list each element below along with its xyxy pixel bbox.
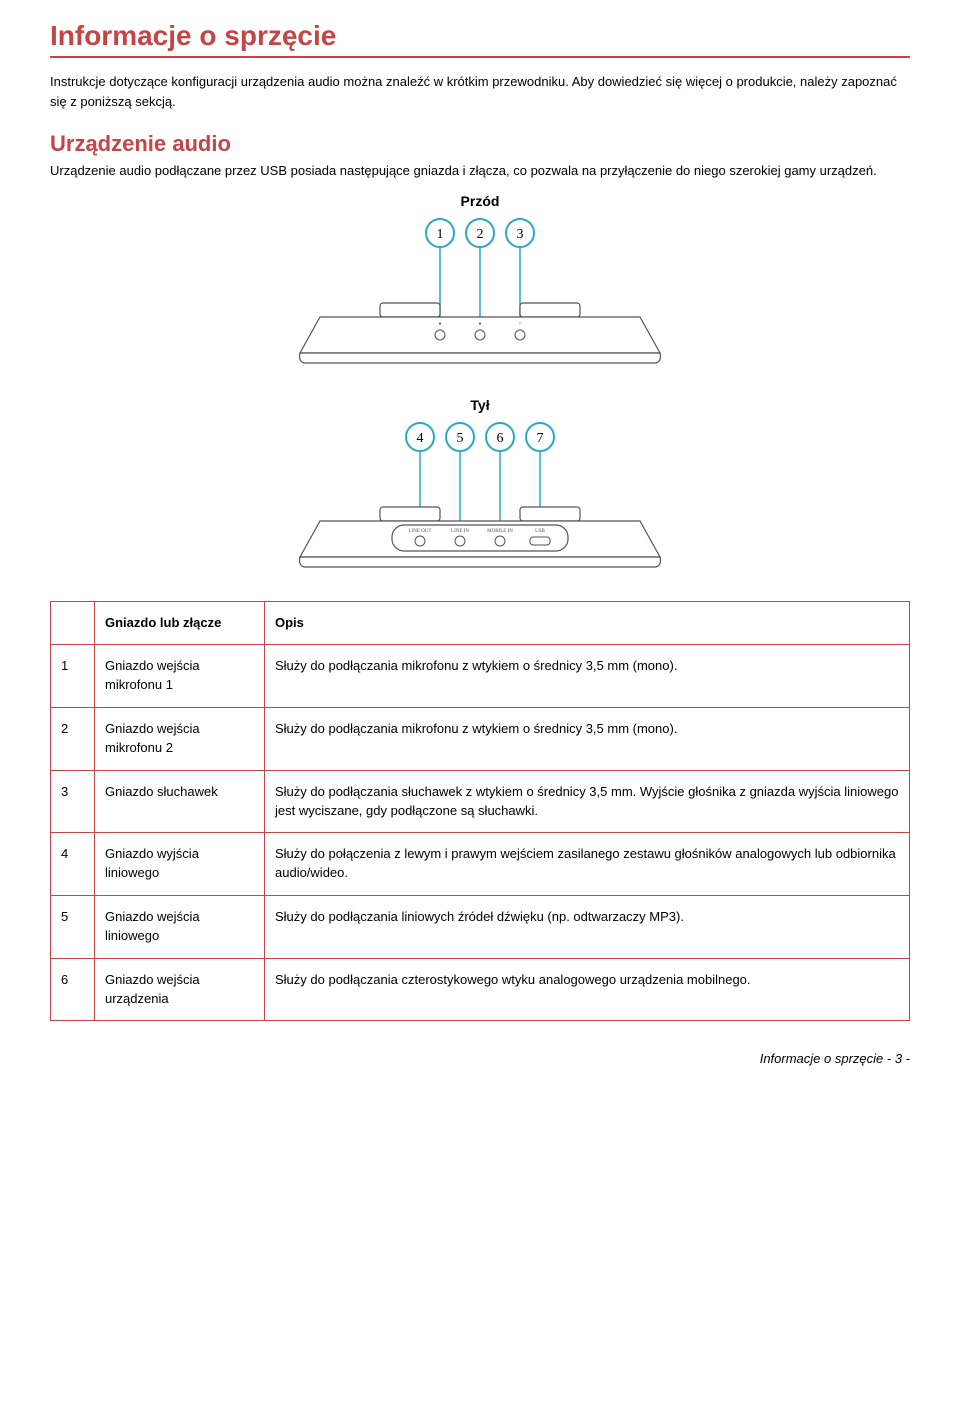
back-callout-4: 4 [417,431,424,446]
port-label-linein: LINE IN [451,529,469,534]
intro-paragraph: Instrukcje dotyczące konfiguracji urządz… [50,72,910,111]
table-row: 6 Gniazdo wejścia urządzenia Służy do po… [51,958,910,1021]
cell-name: Gniazdo słuchawek [95,770,265,833]
header-desc: Opis [265,601,910,645]
cell-name: Gniazdo wejścia liniowego [95,896,265,959]
table-header-row: Gniazdo lub złącze Opis [51,601,910,645]
cell-desc: Służy do podłączania słuchawek z wtykiem… [265,770,910,833]
cell-num: 4 [51,833,95,896]
svg-text:●: ● [478,321,481,327]
svg-text:∩: ∩ [518,321,522,327]
front-callout-2: 2 [477,227,484,242]
front-label: Przód [50,193,910,209]
cell-name: Gniazdo wejścia urządzenia [95,958,265,1021]
footer-pagenum: Informacje o sprzęcie - 3 - [50,1051,910,1066]
table-row: 1 Gniazdo wejścia mikrofonu 1 Służy do p… [51,645,910,708]
cell-num: 1 [51,645,95,708]
cell-desc: Służy do połączenia z lewym i prawym wej… [265,833,910,896]
cell-num: 3 [51,770,95,833]
svg-text:●: ● [438,321,441,327]
front-diagram: 1 2 3 ● ● ∩ [260,213,700,383]
table-row: 3 Gniazdo słuchawek Służy do podłączania… [51,770,910,833]
cell-name: Gniazdo wejścia mikrofonu 2 [95,708,265,771]
front-callout-3: 3 [517,227,524,242]
cell-num: 6 [51,958,95,1021]
page-title: Informacje o sprzęcie [50,20,910,58]
port-label-mobilein: MOBILE IN [487,529,513,534]
table-row: 5 Gniazdo wejścia liniowego Służy do pod… [51,896,910,959]
cell-name: Gniazdo wejścia mikrofonu 1 [95,645,265,708]
back-diagram: 4 5 6 7 LINE OUT LINE IN MOBILE IN USB [260,417,700,587]
cell-name: Gniazdo wyjścia liniowego [95,833,265,896]
section-desc: Urządzenie audio podłączane przez USB po… [50,161,910,181]
back-callout-7: 7 [537,431,544,446]
ports-table: Gniazdo lub złącze Opis 1 Gniazdo wejści… [50,601,910,1022]
header-name: Gniazdo lub złącze [95,601,265,645]
back-callout-5: 5 [457,431,464,446]
back-callout-6: 6 [497,431,504,446]
back-label: Tył [50,397,910,413]
front-callout-1: 1 [437,227,444,242]
table-row: 2 Gniazdo wejścia mikrofonu 2 Służy do p… [51,708,910,771]
header-num [51,601,95,645]
section-title: Urządzenie audio [50,131,910,157]
port-label-usb: USB [535,529,545,534]
cell-desc: Służy do podłączania czterostykowego wty… [265,958,910,1021]
cell-desc: Służy do podłączania mikrofonu z wtykiem… [265,645,910,708]
cell-num: 5 [51,896,95,959]
cell-num: 2 [51,708,95,771]
cell-desc: Służy do podłączania mikrofonu z wtykiem… [265,708,910,771]
port-label-lineout: LINE OUT [409,529,432,534]
table-row: 4 Gniazdo wyjścia liniowego Służy do poł… [51,833,910,896]
cell-desc: Służy do podłączania liniowych źródeł dź… [265,896,910,959]
